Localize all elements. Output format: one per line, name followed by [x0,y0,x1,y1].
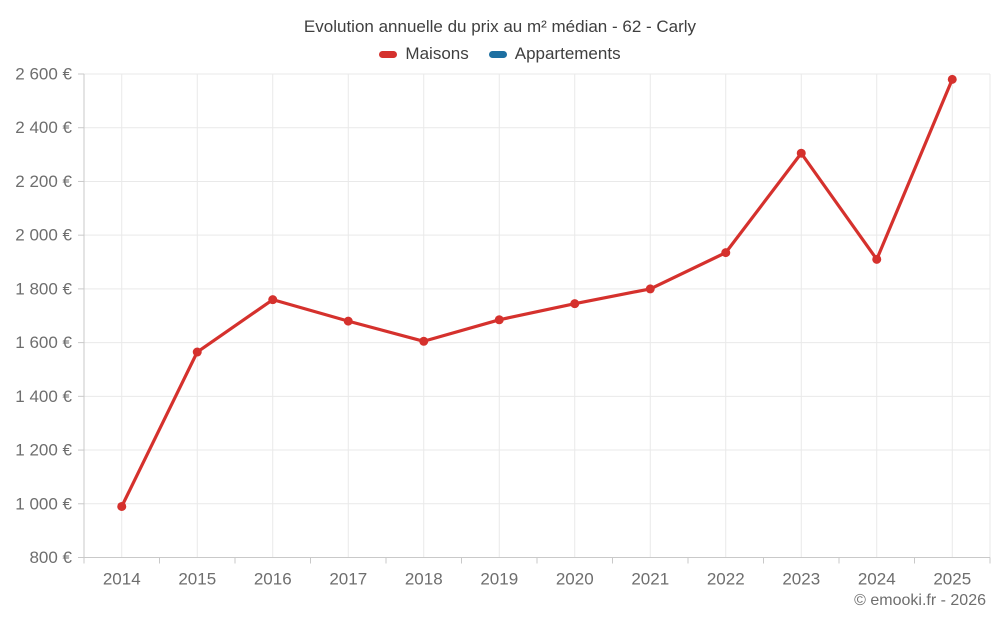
legend-label-appartements: Appartements [514,44,621,63]
legend-label-maisons: Maisons [405,44,469,63]
y-tick-label: 2 600 € [15,65,72,84]
data-point-2021[interactable] [645,284,655,294]
x-tick-label: 2022 [707,570,745,589]
x-tick-label: 2025 [933,570,971,589]
chart-title: Evolution annuelle du prix au m² médian … [303,17,697,36]
y-tick-label: 1 600 € [15,333,72,352]
x-tick-label: 2016 [254,570,292,589]
data-point-2016[interactable] [268,295,278,305]
x-tick-label: 2021 [631,570,669,589]
data-point-2020[interactable] [570,299,580,309]
data-point-2018[interactable] [419,336,429,346]
y-tick-label: 1 400 € [15,387,72,406]
appartements-series-swatch-icon [488,50,507,58]
series-line-maisons [120,77,954,509]
x-tick-label: 2014 [103,570,141,589]
data-point-2025[interactable] [947,74,957,84]
data-point-2022[interactable] [721,248,731,258]
x-tick-label: 2023 [782,570,820,589]
x-tick-label: 2024 [858,570,896,589]
y-tick-label: 800 € [29,548,72,567]
y-tick-label: 1 000 € [15,494,72,513]
y-tick-label: 2 000 € [15,226,72,245]
y-tick-label: 1 200 € [15,441,72,460]
x-tick-label: 2020 [556,570,594,589]
legend-item-maisons[interactable]: Maisons [379,44,469,64]
x-tick-label: 2017 [329,570,367,589]
maisons-series-swatch-icon [379,50,398,58]
x-tick-label: 2019 [480,570,518,589]
legend-item-appartements[interactable]: Appartements [488,44,621,64]
data-point-2014[interactable] [117,501,127,511]
data-point-2017[interactable] [343,316,353,326]
y-tick-label: 2 200 € [15,172,72,191]
attribution: © emooki.fr - 2026 [854,592,986,609]
y-tick-label: 2 400 € [15,118,72,137]
data-point-2019[interactable] [494,315,504,325]
y-tick-label: 1 800 € [15,279,72,298]
data-point-2024[interactable] [872,254,882,264]
legend: Maisons Appartements [0,44,1000,64]
x-tick-label: 2018 [405,570,443,589]
data-point-2015[interactable] [192,347,202,357]
data-point-2023[interactable] [796,148,806,158]
x-tick-label: 2015 [178,570,216,589]
